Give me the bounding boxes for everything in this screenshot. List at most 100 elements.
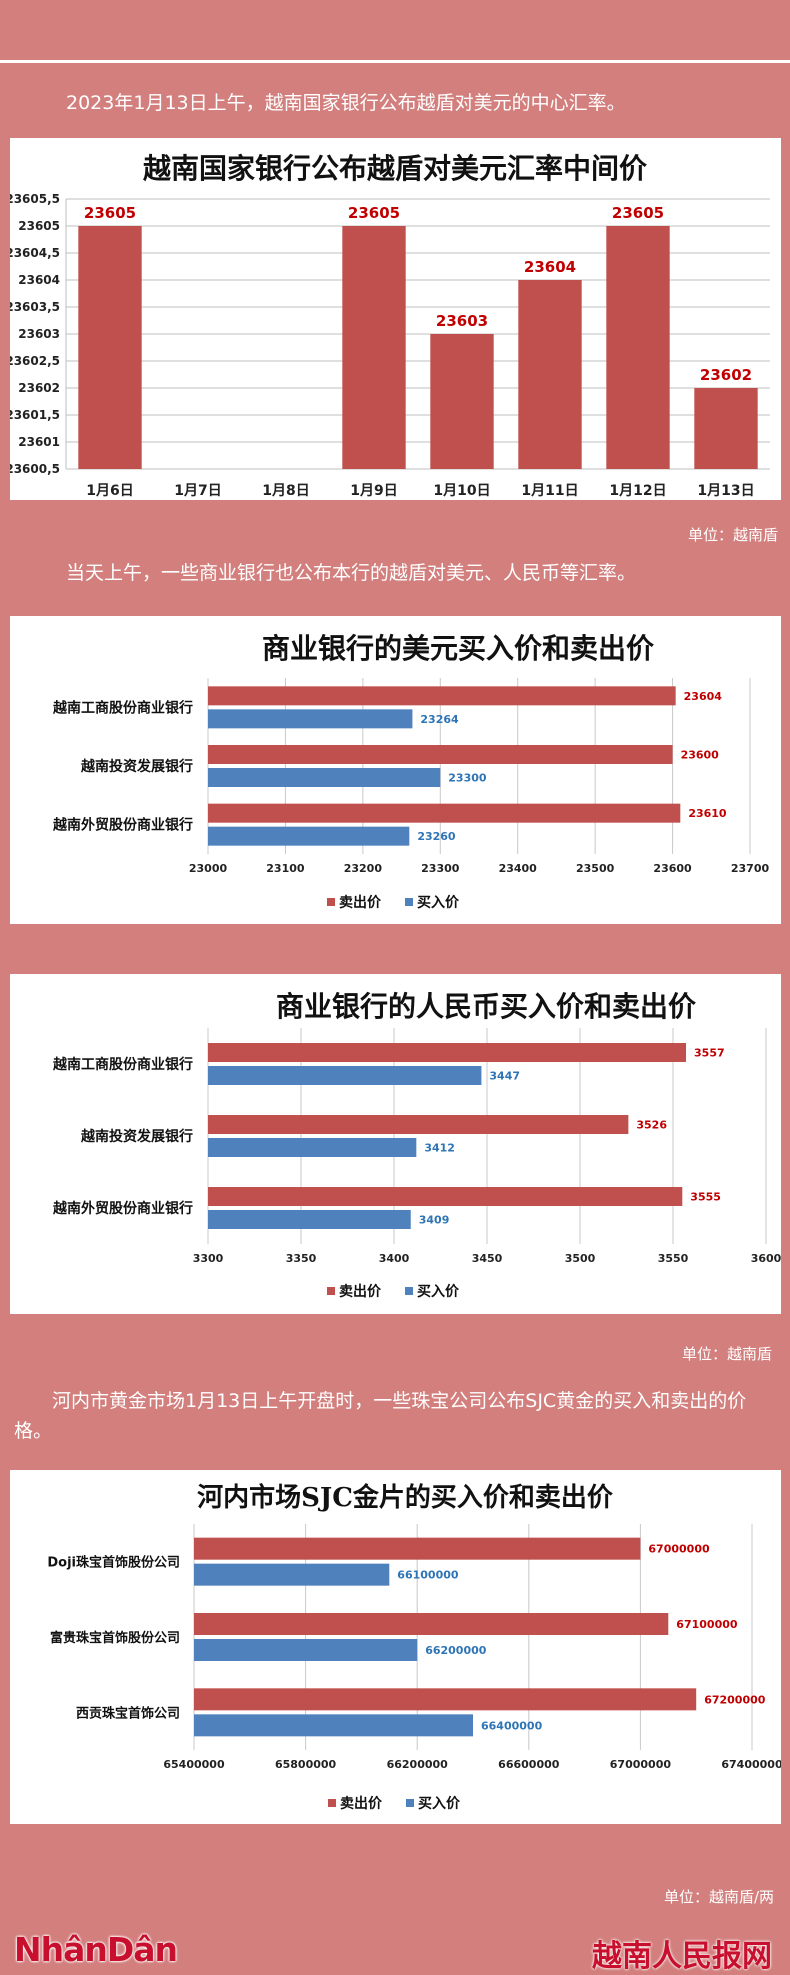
unit-label-1: 单位：越南盾 — [687, 526, 778, 544]
x-tick-label: 1月11日 — [521, 483, 578, 499]
x-tick-label: 23100 — [266, 862, 305, 875]
chart-title: 商业银行的美元买入价和卖出价 — [262, 632, 655, 665]
x-tick-label: 1月6日 — [86, 483, 133, 499]
site-name: 越南人民报网 — [592, 1939, 772, 1974]
unit-label-3: 单位：越南盾/两 — [663, 1888, 774, 1906]
sell-bar — [208, 745, 673, 764]
bar — [78, 226, 142, 469]
category-label: 越南外贸股份商业银行 — [52, 1200, 193, 1217]
chart-panel-usd: 商业银行的美元买入价和卖出价 23000 23100 23200 23300 23400 2… — [10, 616, 781, 924]
y-tick-label: 23603,5 — [10, 300, 60, 314]
category-label: 富贵珠宝首饰股份公司 — [50, 1630, 180, 1646]
data-label: 23600 — [681, 749, 720, 762]
y-tick-label: 23601,5 — [10, 408, 60, 422]
legend-label: 买入价 — [417, 895, 460, 911]
data-label: 66100000 — [397, 1569, 459, 1582]
legend-label: 买入价 — [417, 1284, 460, 1300]
x-tick-label: 23600 — [653, 862, 692, 875]
legend-swatch-sell — [327, 1287, 335, 1295]
caption-gold-market: 河内市黄金市场1月13日上午开盘时，一些珠宝公司公布SJC黄金的买入和卖出的价格… — [14, 1390, 747, 1442]
legend-label: 卖出价 — [339, 894, 382, 911]
chart-panel-gold: 河内市场SJC金片的买入价和卖出价 65400000 65800000 6620000… — [10, 1470, 781, 1824]
gold-price-chart: 河内市场SJC金片的买入价和卖出价 65400000 65800000 6620000… — [47, 1482, 781, 1812]
legend-swatch-sell — [327, 898, 335, 906]
data-label: 3409 — [419, 1214, 450, 1227]
data-label: 23610 — [688, 807, 727, 820]
buy-bar — [208, 768, 441, 787]
category-label: Doji珠宝首饰股份公司 — [47, 1555, 180, 1571]
y-tick-label: 23603 — [18, 327, 60, 341]
buy-bar — [194, 1714, 473, 1737]
x-tick-label: 67000000 — [610, 1758, 672, 1771]
x-tick-label: 23000 — [189, 862, 228, 875]
y-tick-label: 23600,5 — [10, 462, 60, 476]
x-tick-label: 65800000 — [275, 1758, 337, 1771]
top-divider — [0, 60, 790, 63]
sell-bar — [194, 1537, 641, 1560]
x-tick-label: 23400 — [499, 862, 538, 875]
buy-bar — [208, 826, 410, 846]
data-label: 67200000 — [704, 1693, 766, 1706]
data-label: 3557 — [694, 1047, 725, 1060]
x-tick-label: 23300 — [421, 862, 460, 875]
x-tick-label: 3600 — [751, 1252, 781, 1265]
y-tick-label: 23604 — [18, 273, 60, 287]
data-label: 66200000 — [425, 1644, 487, 1657]
data-label: 23602 — [700, 366, 752, 384]
y-tick-label: 23602,5 — [10, 354, 60, 368]
x-tick-label: 23700 — [731, 862, 770, 875]
category-label: 西贡珠宝首饰公司 — [76, 1705, 180, 1721]
bar — [606, 226, 670, 469]
data-label: 23603 — [436, 312, 488, 330]
data-label: 23264 — [420, 713, 459, 726]
data-label: 3526 — [636, 1119, 667, 1132]
x-tick-label: 3550 — [658, 1252, 689, 1265]
x-tick-label: 1月12日 — [609, 483, 666, 499]
data-label: 23605 — [612, 204, 664, 222]
central-rate-chart: 越南国家银行公布越盾对美元汇率中间价 23605,5 23605 23604,5 236… — [10, 152, 770, 499]
data-label: 66400000 — [481, 1719, 543, 1732]
chart-panel-cny: 商业银行的人民币买入价和卖出价 3300 3350 3400 3450 3500 3550 3… — [10, 974, 781, 1314]
usd-rate-chart: 商业银行的美元买入价和卖出价 23000 23100 23200 23300 23400 2… — [52, 632, 770, 911]
y-tick-label: 23605 — [18, 219, 60, 233]
x-tick-label: 3450 — [472, 1252, 503, 1265]
data-label: 67100000 — [676, 1618, 738, 1631]
x-tick-label: 66200000 — [387, 1758, 449, 1771]
data-label: 23260 — [417, 830, 456, 843]
y-tick-label: 23602 — [18, 381, 60, 395]
category-label: 越南工商股份商业银行 — [52, 1056, 193, 1073]
bar — [342, 226, 406, 469]
chart-title: 商业银行的人民币买入价和卖出价 — [276, 990, 697, 1023]
category-label: 越南工商股份商业银行 — [52, 699, 193, 716]
data-label: 23605 — [348, 204, 400, 222]
cny-rate-chart: 商业银行的人民币买入价和卖出价 3300 3350 3400 3450 3500 3550 3… — [52, 990, 781, 1300]
caption-commercial-banks: 当天上午，一些商业银行也公布本行的越盾对美元、人民币等汇率。 — [66, 562, 637, 584]
category-label: 越南投资发展银行 — [80, 758, 193, 775]
x-tick-label: 1月9日 — [350, 483, 397, 499]
x-tick-label: 67400000 — [721, 1758, 781, 1771]
buy-bar — [208, 1066, 482, 1085]
data-label: 3555 — [690, 1191, 721, 1204]
x-tick-label: 66600000 — [498, 1758, 560, 1771]
data-label: 23604 — [524, 258, 576, 276]
data-label: 23604 — [684, 690, 723, 703]
sell-bar — [194, 1613, 669, 1635]
buy-bar — [208, 1138, 417, 1157]
x-tick-label: 65400000 — [163, 1758, 225, 1771]
buy-bar — [194, 1639, 418, 1661]
sell-bar — [208, 1043, 687, 1062]
sell-bar — [208, 1187, 683, 1206]
y-tick-label: 23601 — [18, 435, 60, 449]
x-tick-label: 3400 — [379, 1252, 410, 1265]
sell-bar — [208, 803, 681, 823]
sell-bar — [208, 686, 676, 706]
category-label: 越南投资发展银行 — [80, 1128, 193, 1145]
legend-label: 买入价 — [418, 1796, 461, 1812]
x-tick-label: 3500 — [565, 1252, 596, 1265]
data-label: 23605 — [84, 204, 136, 222]
x-tick-label: 3350 — [286, 1252, 317, 1265]
sell-bar — [208, 1115, 629, 1134]
unit-label-2: 单位：越南盾 — [681, 1345, 772, 1363]
legend-swatch-sell — [328, 1799, 336, 1807]
buy-bar — [208, 1210, 411, 1229]
